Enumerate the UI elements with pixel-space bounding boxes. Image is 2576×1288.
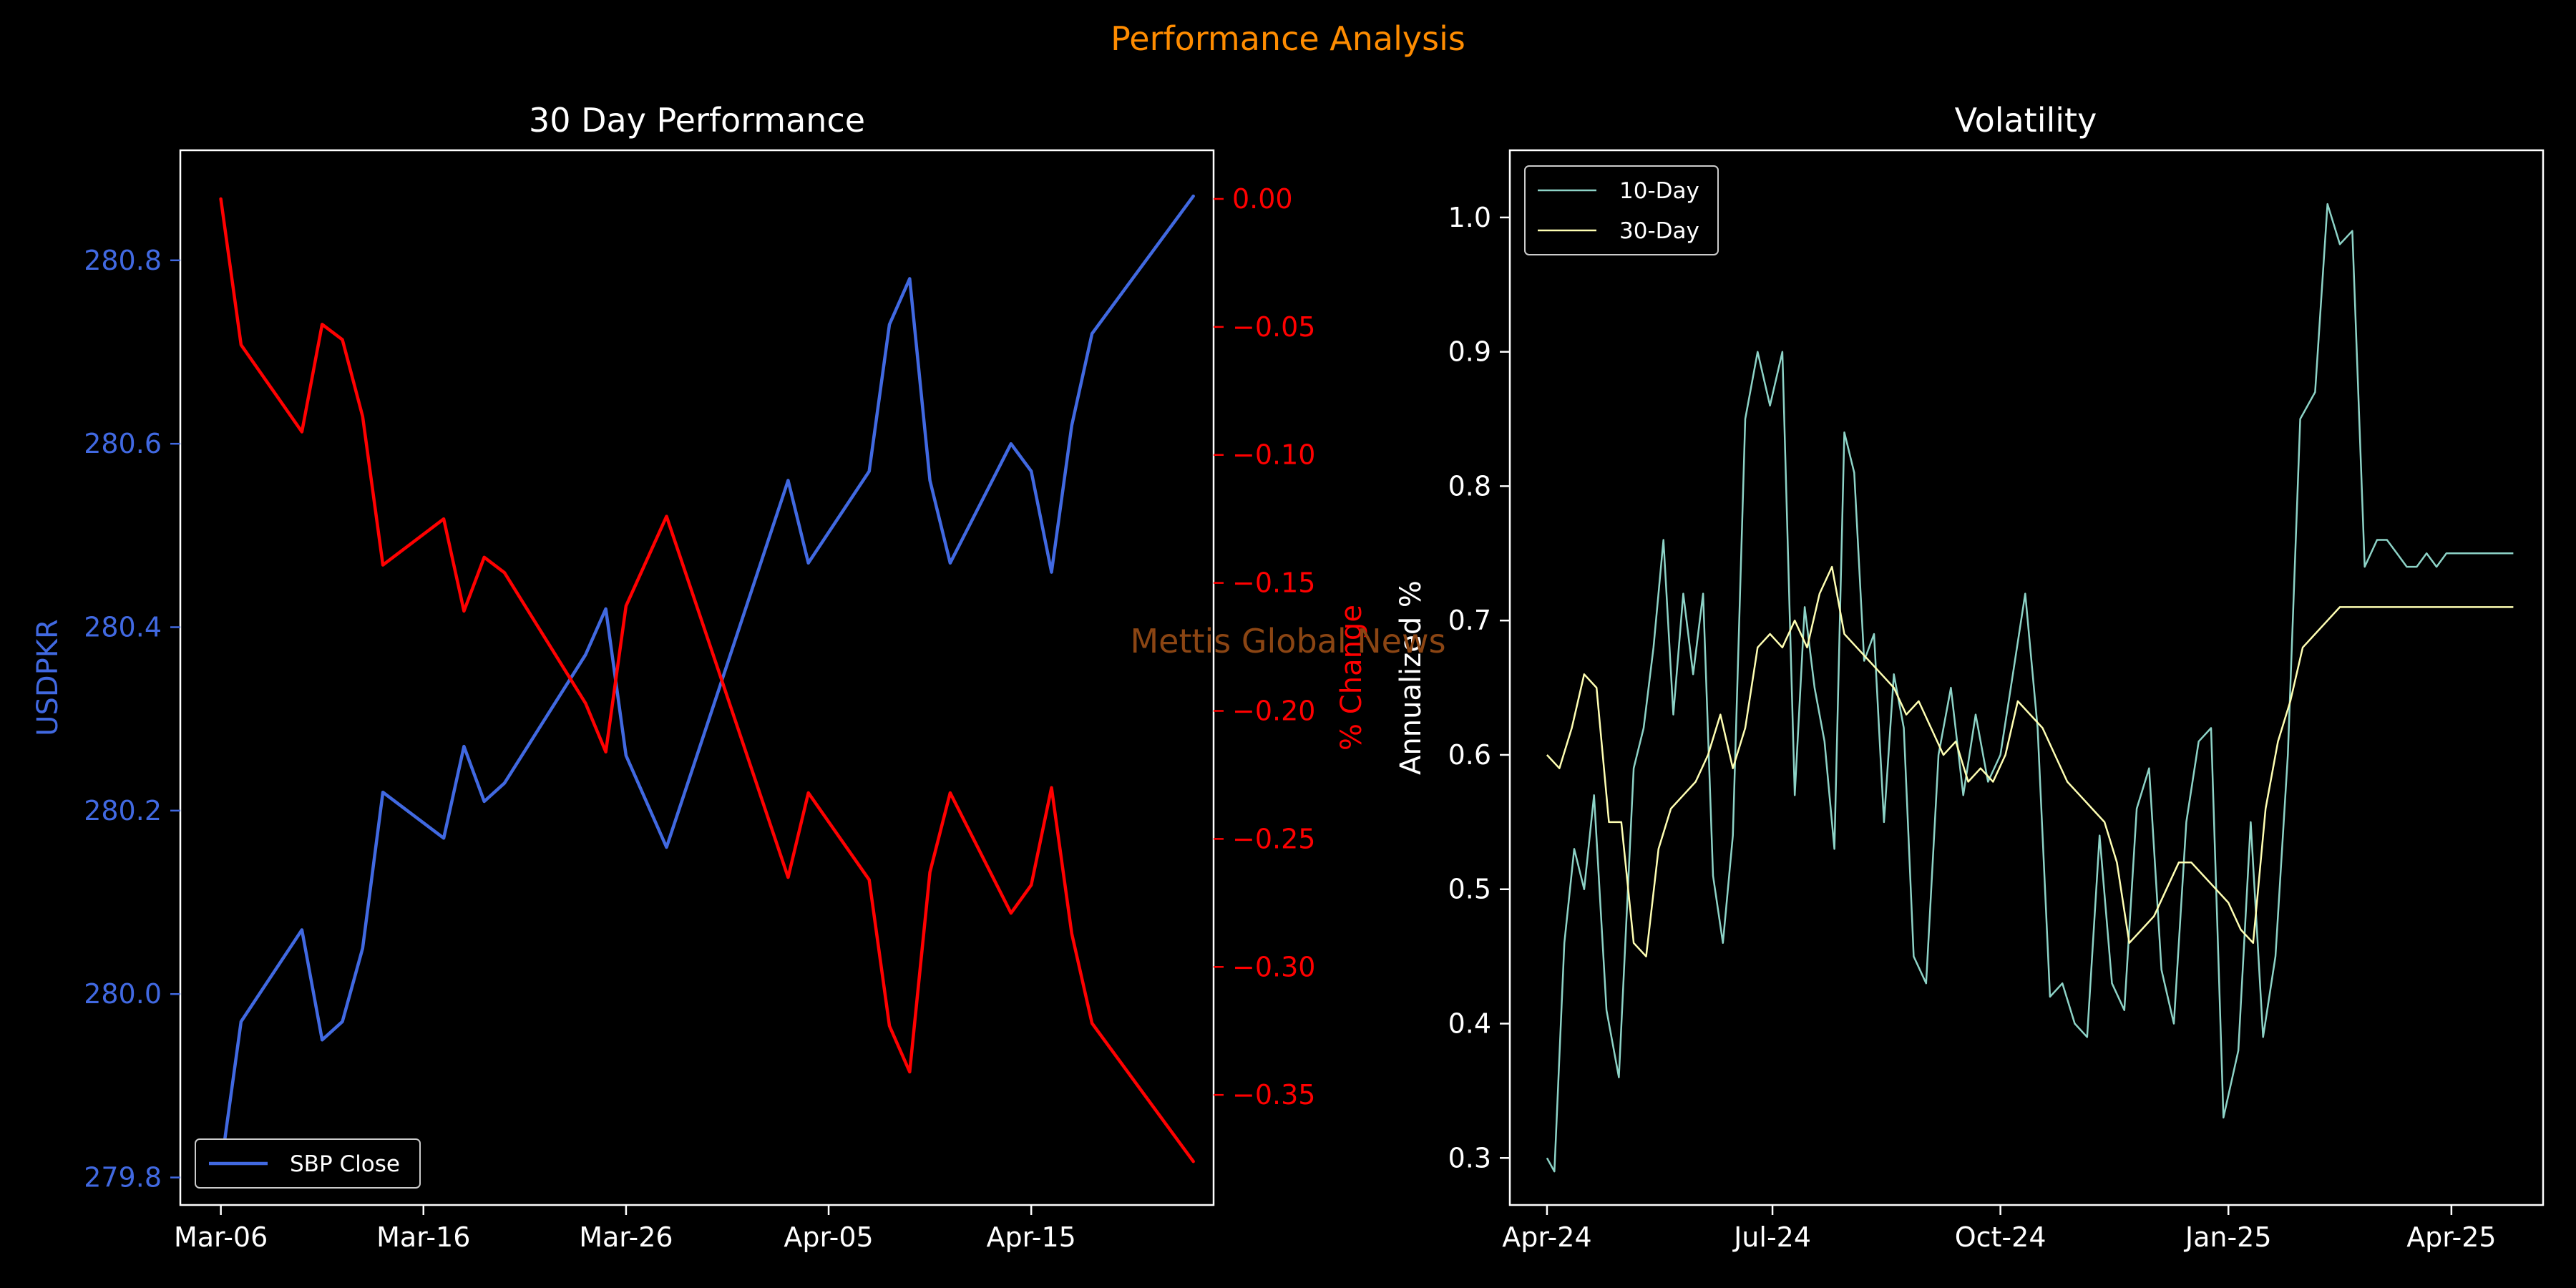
y-tick-label-right: −0.15	[1232, 567, 1315, 599]
y-tick-label-right: −0.20	[1232, 696, 1315, 727]
series-line-10-day	[1546, 203, 2514, 1173]
y-tick-label-right: −0.30	[1232, 951, 1315, 982]
performance-series-layer	[219, 194, 1195, 1170]
series-line-change	[219, 197, 1195, 1163]
x-tick-label: Mar-16	[376, 1221, 470, 1253]
y-tick-label-right: −0.35	[1232, 1079, 1315, 1111]
figure-suptitle: Performance Analysis	[1111, 19, 1465, 58]
x-tick-label: Apr-25	[2406, 1221, 2496, 1253]
volatility-ylabel: Annualized %	[1395, 580, 1428, 775]
x-tick-label: Apr-15	[986, 1221, 1075, 1253]
volatility-chart-title: Volatility	[1955, 101, 2097, 140]
volatility-legend: 10-Day 30-Day	[1524, 165, 1719, 255]
y-tick-label: 1.0	[1448, 202, 1491, 233]
x-tick-label: Apr-05	[784, 1221, 873, 1253]
series-line-sbp-close	[219, 194, 1195, 1170]
performance-y-ticks-left: 279.8 280.0 280.2 280.4 280.6 280.8	[84, 245, 180, 1194]
volatility-chart: Volatility Apr-24 Jul-24 Oct-24 Jan-25 Apr-2…	[1395, 101, 2545, 1253]
volatility-y-ticks: 0.3 0.4 0.5 0.6 0.7 0.8 0.9 1.0	[1448, 202, 1510, 1174]
performance-legend-box	[195, 1138, 421, 1189]
volatility-legend-box	[1524, 165, 1719, 255]
y-tick-label: 280.6	[84, 428, 162, 459]
y-tick-label: 0.7	[1448, 605, 1491, 636]
performance-chart: 30 Day Performance Mar-06 Mar-16 Mar-26 Apr…	[31, 101, 1368, 1253]
y-tick-label: 280.0	[84, 978, 162, 1010]
performance-ylabel-left: USDPKR	[31, 619, 64, 736]
performance-ylabel-right: % Change	[1335, 605, 1368, 751]
x-tick-label: Apr-24	[1502, 1221, 1591, 1253]
series-line-30-day	[1546, 565, 2514, 957]
x-tick-label: Jan-25	[2184, 1221, 2272, 1253]
volatility-series-layer	[1546, 203, 2514, 1173]
y-tick-label: 280.2	[84, 795, 162, 826]
volatility-x-ticks: Apr-24 Jul-24 Oct-24 Jan-25 Apr-25	[1502, 1205, 2497, 1253]
y-tick-label: 0.8	[1448, 470, 1491, 502]
y-tick-label: 280.8	[84, 245, 162, 276]
x-tick-label: Oct-24	[1955, 1221, 2046, 1253]
y-tick-label: 0.6	[1448, 739, 1491, 771]
performance-legend-label-sbp-close: SBP Close	[290, 1151, 400, 1177]
x-tick-label: Mar-26	[579, 1221, 673, 1253]
performance-plot-frame	[179, 149, 1215, 1206]
y-tick-label-right: −0.05	[1232, 311, 1315, 343]
y-tick-label: 279.8	[84, 1162, 162, 1194]
y-tick-label-right: 0.00	[1232, 183, 1293, 215]
y-tick-label: 0.4	[1448, 1008, 1491, 1040]
performance-x-ticks: Mar-06 Mar-16 Mar-26 Apr-05 Apr-15	[174, 1205, 1076, 1253]
y-tick-label: 0.5	[1448, 874, 1491, 905]
volatility-legend-label-10-day: 10-Day	[1619, 178, 1699, 204]
volatility-legend-label-30-day: 30-Day	[1619, 218, 1699, 244]
y-tick-label-right: −0.25	[1232, 823, 1315, 854]
y-tick-label: 0.3	[1448, 1142, 1491, 1174]
y-tick-label: 0.9	[1448, 336, 1491, 368]
performance-chart-title: 30 Day Performance	[529, 101, 865, 140]
x-tick-label: Mar-06	[174, 1221, 268, 1253]
performance-legend: SBP Close	[195, 1138, 421, 1189]
y-tick-label: 280.4	[84, 612, 162, 643]
volatility-plot-frame	[1508, 149, 2545, 1206]
performance-y-ticks-right: 0.00 −0.05 −0.10 −0.15 −0.20 −0.25 −0.30 −0.35	[1214, 183, 1315, 1111]
watermark: Mettis Global News	[1130, 622, 1445, 660]
y-tick-label-right: −0.10	[1232, 439, 1315, 471]
x-tick-label: Jul-24	[1732, 1221, 1811, 1253]
